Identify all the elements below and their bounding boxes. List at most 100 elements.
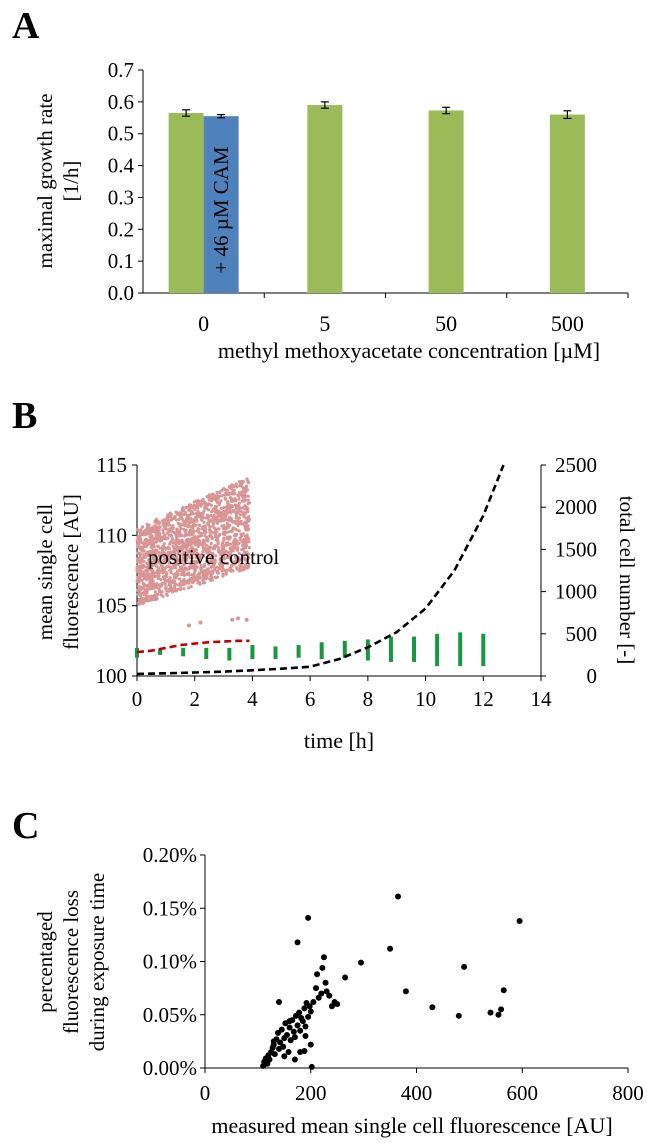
data-point <box>342 974 349 981</box>
control-point <box>138 533 143 538</box>
control-point <box>206 516 210 520</box>
control-point <box>189 525 193 529</box>
control-point <box>167 561 172 565</box>
control-point <box>207 520 211 524</box>
control-point <box>156 558 160 562</box>
control-point <box>148 573 152 577</box>
control-point <box>226 561 230 565</box>
control-point <box>200 518 204 522</box>
control-point <box>245 484 249 488</box>
control-point <box>182 577 186 582</box>
x-tick-label: 10 <box>415 687 436 711</box>
control-point <box>216 514 220 518</box>
control-point <box>215 490 219 495</box>
bar <box>203 116 239 293</box>
control-mean-line <box>136 639 250 654</box>
control-point <box>159 577 163 581</box>
data-point <box>280 1043 287 1050</box>
control-point <box>140 578 144 582</box>
control-point <box>170 538 174 542</box>
y-tick-label: 0.05% <box>143 1003 197 1027</box>
control-point <box>184 505 188 510</box>
control-point <box>247 518 251 522</box>
control-point <box>177 558 181 563</box>
x-tick-label: 800 <box>612 1081 644 1105</box>
control-point <box>182 573 186 577</box>
control-point <box>224 569 229 573</box>
data-point <box>307 1008 314 1015</box>
control-point <box>235 485 239 489</box>
control-point <box>241 489 245 494</box>
control-point <box>228 557 233 561</box>
control-point <box>200 515 204 519</box>
data-point <box>455 1012 462 1019</box>
control-point <box>220 542 224 546</box>
control-point <box>163 526 167 531</box>
control-point <box>167 587 172 591</box>
control-point <box>176 583 180 587</box>
control-point <box>147 523 151 527</box>
control-point <box>221 526 226 531</box>
control-point <box>228 547 232 551</box>
control-point <box>178 524 183 528</box>
y-tick-label: 0.4 <box>108 154 135 178</box>
control-point <box>186 523 190 528</box>
control-point <box>158 534 162 538</box>
control-point <box>183 566 188 570</box>
control-point <box>149 537 154 541</box>
control-point <box>241 553 245 557</box>
control-point <box>218 490 222 495</box>
control-point <box>211 517 215 521</box>
control-point <box>149 586 153 590</box>
control-point <box>138 540 142 544</box>
control-point <box>244 528 248 532</box>
data-point <box>286 1018 293 1025</box>
control-point <box>222 506 226 510</box>
control-point <box>186 550 190 554</box>
control-point <box>219 506 224 510</box>
control-point <box>224 530 228 534</box>
control-point <box>158 561 162 565</box>
bar <box>549 114 585 293</box>
control-point <box>200 527 204 531</box>
control-point <box>213 543 217 548</box>
x-tick-label: 14 <box>531 687 553 711</box>
control-point <box>226 555 230 560</box>
control-point <box>177 517 181 521</box>
control-point <box>138 555 142 559</box>
control-point <box>235 567 239 571</box>
bar <box>307 105 343 294</box>
control-point <box>216 542 220 546</box>
y2-tick-label: 1000 <box>555 580 597 604</box>
control-point <box>176 587 180 591</box>
control-point <box>142 552 147 557</box>
control-point <box>195 529 200 533</box>
control-point <box>225 535 230 539</box>
control-point <box>234 521 238 526</box>
control-point <box>236 511 240 515</box>
control-point <box>196 511 201 515</box>
x-tick-label: 0 <box>200 1081 211 1105</box>
control-point <box>245 505 249 509</box>
control-point <box>236 494 241 498</box>
control-point <box>182 563 186 567</box>
control-point <box>181 505 185 509</box>
control-point <box>163 577 167 582</box>
control-point <box>140 566 144 570</box>
control-point <box>239 557 243 561</box>
control-point <box>185 538 189 543</box>
y2-tick-label: 1500 <box>555 537 597 561</box>
data-point <box>310 998 317 1005</box>
control-point <box>166 536 170 540</box>
control-point <box>168 540 173 544</box>
control-point <box>226 543 230 547</box>
control-point <box>147 558 151 562</box>
y-tick-label: 0.3 <box>108 185 134 209</box>
control-point <box>246 557 250 561</box>
control-point <box>234 498 238 502</box>
control-point <box>228 523 232 527</box>
control-point <box>207 547 211 551</box>
control-point <box>188 528 193 532</box>
control-point <box>186 517 190 521</box>
